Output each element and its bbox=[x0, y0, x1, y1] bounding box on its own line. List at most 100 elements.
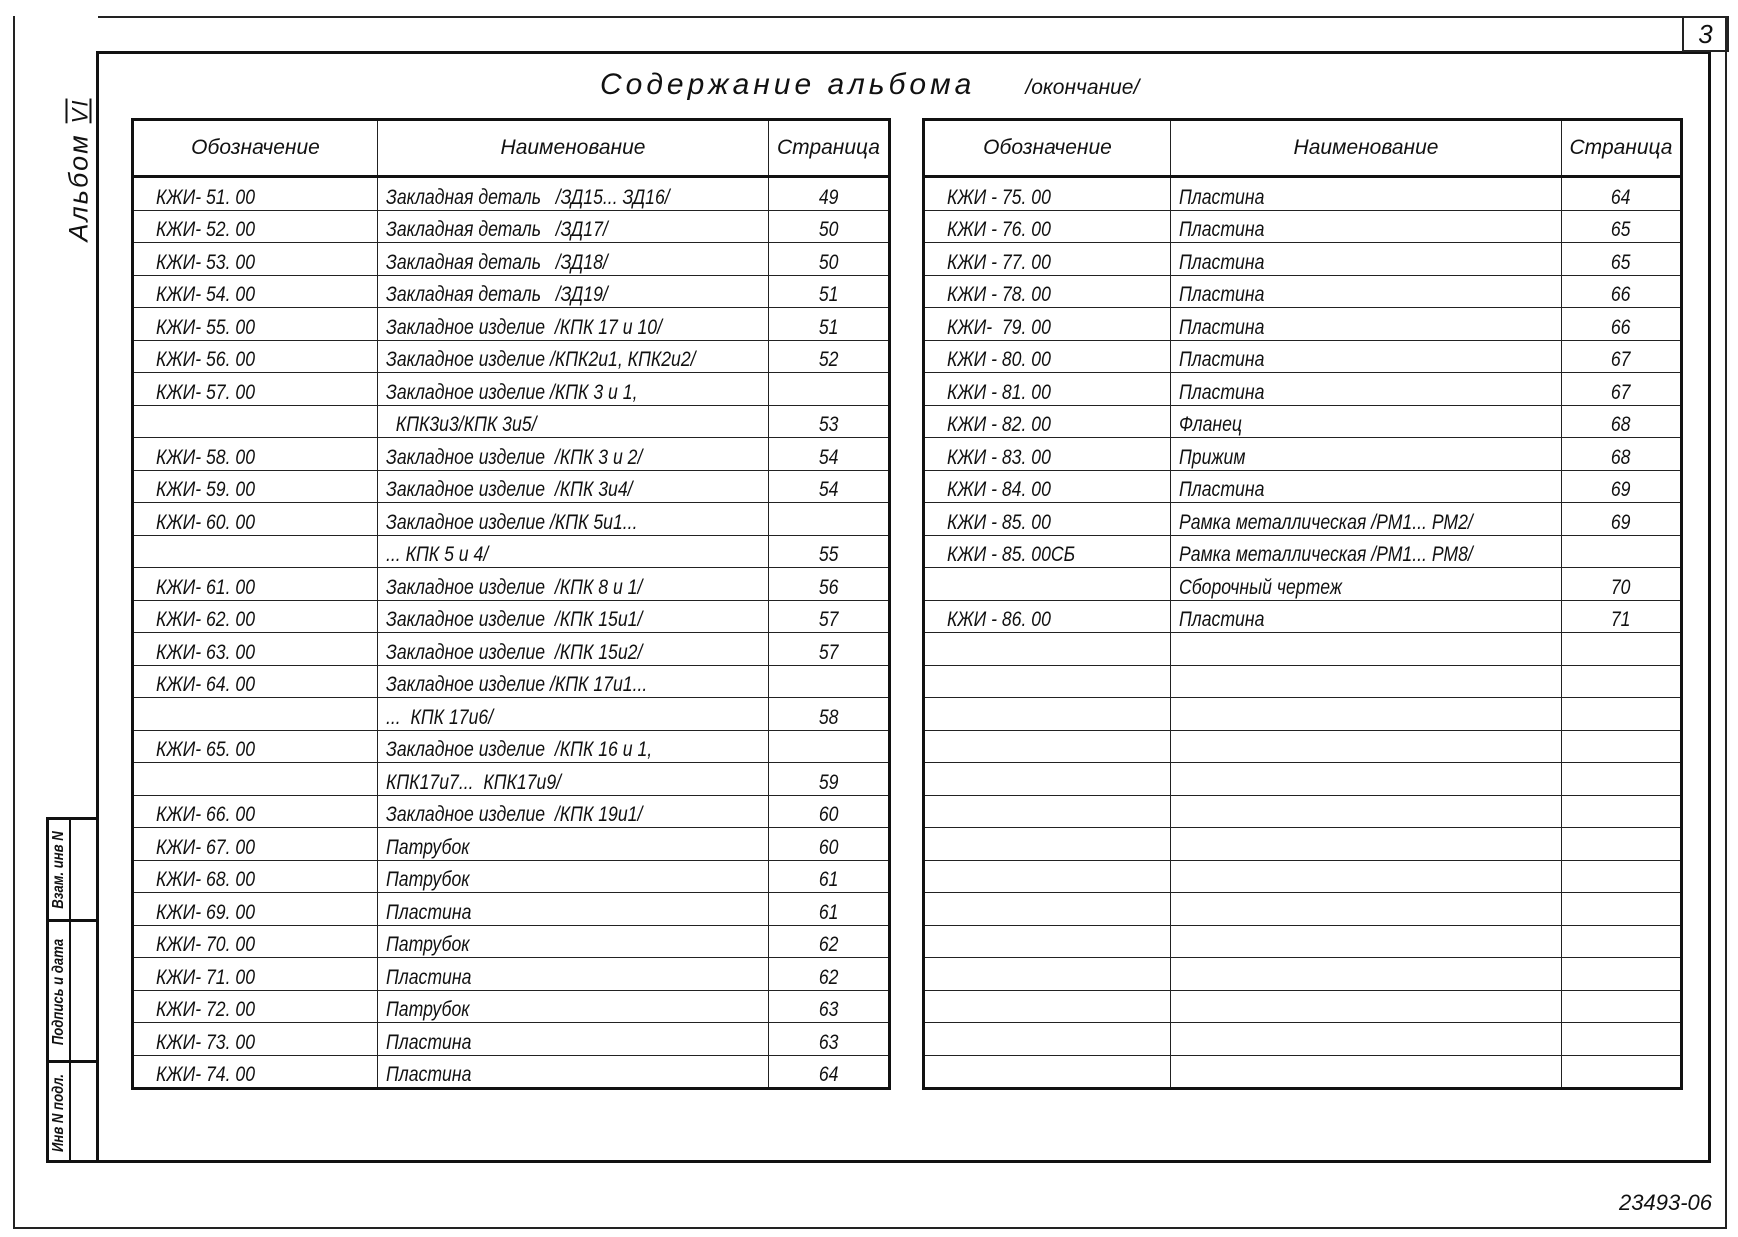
cell-name-text: Закладное изделие /КПК 3и4/ bbox=[386, 478, 633, 501]
cell-code: КЖИ - 86. 00 bbox=[923, 599, 1171, 633]
cell-code-text: КЖИ- 69. 00 bbox=[156, 900, 256, 924]
cell-code bbox=[923, 1022, 1171, 1056]
drawing-frame bbox=[96, 51, 1711, 1163]
cell-name: Пластина bbox=[1170, 599, 1562, 633]
cell-name-text: Закладное изделие /КПК2и1, КПК2и2/ bbox=[386, 348, 696, 371]
cell-code-text: КЖИ- 52. 00 bbox=[156, 218, 256, 241]
cell-page-text: 57 bbox=[818, 640, 839, 664]
cell-name: ... КПК 5 и 4/ bbox=[377, 534, 769, 568]
header-name: Наименование bbox=[1170, 119, 1562, 178]
cell-page-text: 50 bbox=[818, 250, 839, 274]
document-code: 23493-06 bbox=[1619, 1190, 1712, 1215]
cell-page-text: 62 bbox=[818, 933, 839, 956]
cell-code: КЖИ- 67. 00 bbox=[132, 827, 378, 861]
cell-page: 69 bbox=[1561, 469, 1682, 503]
cell-name-text: Пластина bbox=[1179, 348, 1265, 371]
cell-page bbox=[768, 372, 890, 406]
cell-code: КЖИ- 53. 00 bbox=[132, 242, 378, 276]
cell-page: 66 bbox=[1561, 274, 1682, 308]
table-row: КЖИ - 80. 00 Пластина 67 bbox=[923, 339, 1682, 373]
cell-page: 55 bbox=[768, 534, 890, 568]
cell-name: Закладное изделие /КПК2и1, КПК2и2/ bbox=[377, 339, 769, 373]
cell-code: КЖИ- 54. 00 bbox=[132, 274, 378, 308]
cell-name bbox=[1170, 1022, 1562, 1056]
cell-name: Закладная деталь /ЗД15... ЗД16/ bbox=[377, 176, 769, 211]
cell-name-text: Закладное изделие /КПК 15и2/ bbox=[386, 640, 643, 664]
cell-page: 50 bbox=[768, 209, 890, 243]
album-text: Альбом bbox=[63, 133, 94, 242]
cell-code-text: КЖИ- 70. 00 bbox=[156, 933, 256, 956]
cell-name-text: Рамка металлическая /РМ1... РМ8/ bbox=[1179, 543, 1473, 566]
cell-code bbox=[923, 697, 1171, 731]
cell-code-text: КЖИ - 81. 00 bbox=[947, 380, 1051, 404]
cell-page bbox=[768, 502, 890, 536]
cell-page: 57 bbox=[768, 599, 890, 633]
cell-name-text: Патрубок bbox=[386, 933, 470, 956]
cell-code-text: КЖИ- 51. 00 bbox=[156, 185, 256, 209]
cell-name-text: Пластина bbox=[1179, 315, 1265, 339]
cell-name bbox=[1170, 664, 1562, 698]
cell-code-text: КЖИ - 85. 00СБ bbox=[947, 543, 1076, 566]
cell-page bbox=[1561, 762, 1682, 796]
cell-page bbox=[768, 664, 890, 698]
header-page: Страница bbox=[768, 119, 890, 178]
cell-name: Пластина bbox=[1170, 372, 1562, 406]
cell-page: 68 bbox=[1561, 437, 1682, 471]
stamp-signature: Подпись и дата bbox=[49, 922, 71, 1061]
cell-page-text: 68 bbox=[1611, 413, 1631, 436]
cell-code: КЖИ- 64. 00 bbox=[132, 664, 378, 698]
cell-page bbox=[768, 729, 890, 763]
table-row bbox=[923, 957, 1682, 991]
cell-page bbox=[1561, 664, 1682, 698]
cell-code-text: КЖИ- 60. 00 bbox=[156, 510, 256, 534]
cell-name-text: Пластина bbox=[1179, 185, 1265, 209]
cell-page: 51 bbox=[768, 307, 890, 341]
cell-code-text: КЖИ- 54. 00 bbox=[156, 283, 256, 306]
cell-name: Пластина bbox=[1170, 209, 1562, 243]
cell-code: КЖИ- 70. 00 bbox=[132, 924, 378, 958]
cell-code: КЖИ- 59. 00 bbox=[132, 469, 378, 503]
cell-name: Закладная деталь /ЗД17/ bbox=[377, 209, 769, 243]
cell-page: 54 bbox=[768, 469, 890, 503]
cell-page-text: 51 bbox=[818, 315, 839, 339]
cell-name bbox=[1170, 697, 1562, 731]
album-label: Альбом VI bbox=[63, 99, 94, 242]
cell-code: КЖИ- 63. 00 bbox=[132, 632, 378, 666]
cell-code: КЖИ- 69. 00 bbox=[132, 892, 378, 926]
cell-page: 71 bbox=[1561, 599, 1682, 633]
cell-name: Закладное изделие /КПК 5и1... bbox=[377, 502, 769, 536]
cell-name-text: Прижим bbox=[1179, 445, 1246, 469]
cell-page-text: 63 bbox=[818, 998, 839, 1021]
table-row: КЖИ - 77. 00 Пластина 65 bbox=[923, 242, 1682, 276]
approval-stamp: Взам. инв N Подпись и дата Инв N подл. bbox=[46, 817, 98, 1163]
cell-page: 63 bbox=[768, 1022, 890, 1056]
cell-code: КЖИ - 83. 00 bbox=[923, 437, 1171, 471]
table-row: КЖИ- 63. 00 Закладное изделие /КПК 15и2/5… bbox=[132, 632, 890, 666]
cell-code bbox=[923, 827, 1171, 861]
table-row: КЖИ- 57. 00 Закладное изделие /КПК 3 и 1, bbox=[132, 372, 890, 406]
table-row: КЖИ- 56. 00 Закладное изделие /КПК2и1, КП… bbox=[132, 339, 890, 373]
cell-page bbox=[1561, 534, 1682, 568]
cell-name: Закладное изделие /КПК 17и1... bbox=[377, 664, 769, 698]
cell-name: Пластина bbox=[1170, 469, 1562, 503]
cell-name: Закладное изделие /КПК 8 и 1/ bbox=[377, 567, 769, 601]
table-row: КЖИ - 76. 00 Пластина 65 bbox=[923, 209, 1682, 243]
cell-page: 68 bbox=[1561, 404, 1682, 438]
cell-code: КЖИ - 76. 00 bbox=[923, 209, 1171, 243]
cell-name: Патрубок bbox=[377, 859, 769, 893]
cell-page bbox=[1561, 729, 1682, 763]
table-row: КЖИ- 51. 00 Закладная деталь /ЗД15... ЗД1… bbox=[132, 176, 890, 211]
cell-code-text: КЖИ- 56. 00 bbox=[156, 348, 256, 371]
header-code: Обозначение bbox=[923, 119, 1171, 178]
cell-name-text: Патрубок bbox=[386, 998, 470, 1021]
title-text: Содержание альбома bbox=[600, 68, 976, 101]
cell-code: КЖИ - 80. 00 bbox=[923, 339, 1171, 373]
cell-page bbox=[1561, 859, 1682, 893]
table-row: КПК17и7... КПК17и9/59 bbox=[132, 762, 890, 796]
table-row: КЖИ- 58. 00 Закладное изделие /КПК 3 и 2/… bbox=[132, 437, 890, 471]
table-row: КЖИ - 83. 00 Прижим 68 bbox=[923, 437, 1682, 471]
cell-name-text: Закладная деталь /ЗД15... ЗД16/ bbox=[386, 185, 670, 209]
cell-code: КЖИ- 55. 00 bbox=[132, 307, 378, 341]
cell-code bbox=[923, 762, 1171, 796]
cell-code: КЖИ- 74. 00 bbox=[132, 1054, 378, 1089]
